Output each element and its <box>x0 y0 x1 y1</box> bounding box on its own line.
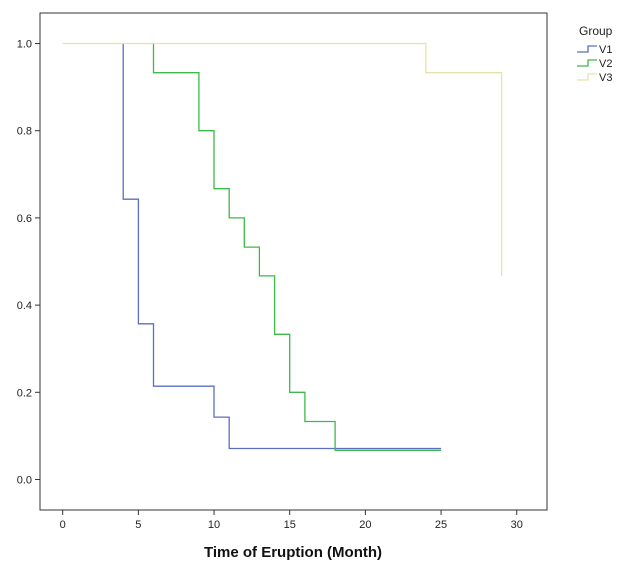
y-tick-label: 0.2 <box>17 387 32 399</box>
x-tick-label: 0 <box>60 519 66 531</box>
series-line-v1 <box>122 43 442 450</box>
x-tick-label: 30 <box>511 519 523 531</box>
y-tick-label: 1.0 <box>17 39 32 51</box>
legend-swatch-v2 <box>577 59 597 67</box>
legend-swatch-v3 <box>577 73 597 81</box>
legend-title: Group <box>579 24 613 38</box>
y-tick-label: 0.4 <box>17 300 32 312</box>
legend: Group V1 V2 V3 <box>577 24 613 84</box>
legend-label-v1: V1 <box>599 44 612 56</box>
series-lines <box>62 42 503 451</box>
x-tick-label: 20 <box>359 519 371 531</box>
series-line-v2 <box>152 43 442 451</box>
x-axis-title: Time of Eruption (Month) <box>204 544 382 561</box>
x-tick-label: 15 <box>284 519 296 531</box>
y-tick-label: 0.0 <box>17 474 32 486</box>
x-tick-label: 25 <box>435 519 447 531</box>
x-tick-label: 5 <box>135 519 141 531</box>
plot-frame <box>39 12 548 511</box>
legend-label-v2: V2 <box>599 58 612 70</box>
legend-label-v3: V3 <box>599 72 612 84</box>
x-axis-ticks: 0 5 10 15 20 25 30 <box>60 510 523 531</box>
y-tick-label: 0.6 <box>17 213 32 225</box>
y-axis-ticks: 0.0 0.2 0.4 0.6 0.8 1.0 <box>17 39 40 486</box>
y-tick-label: 0.8 <box>17 126 32 138</box>
series-line-v3 <box>62 42 503 276</box>
legend-swatch-v1 <box>577 45 597 53</box>
x-tick-label: 10 <box>208 519 220 531</box>
